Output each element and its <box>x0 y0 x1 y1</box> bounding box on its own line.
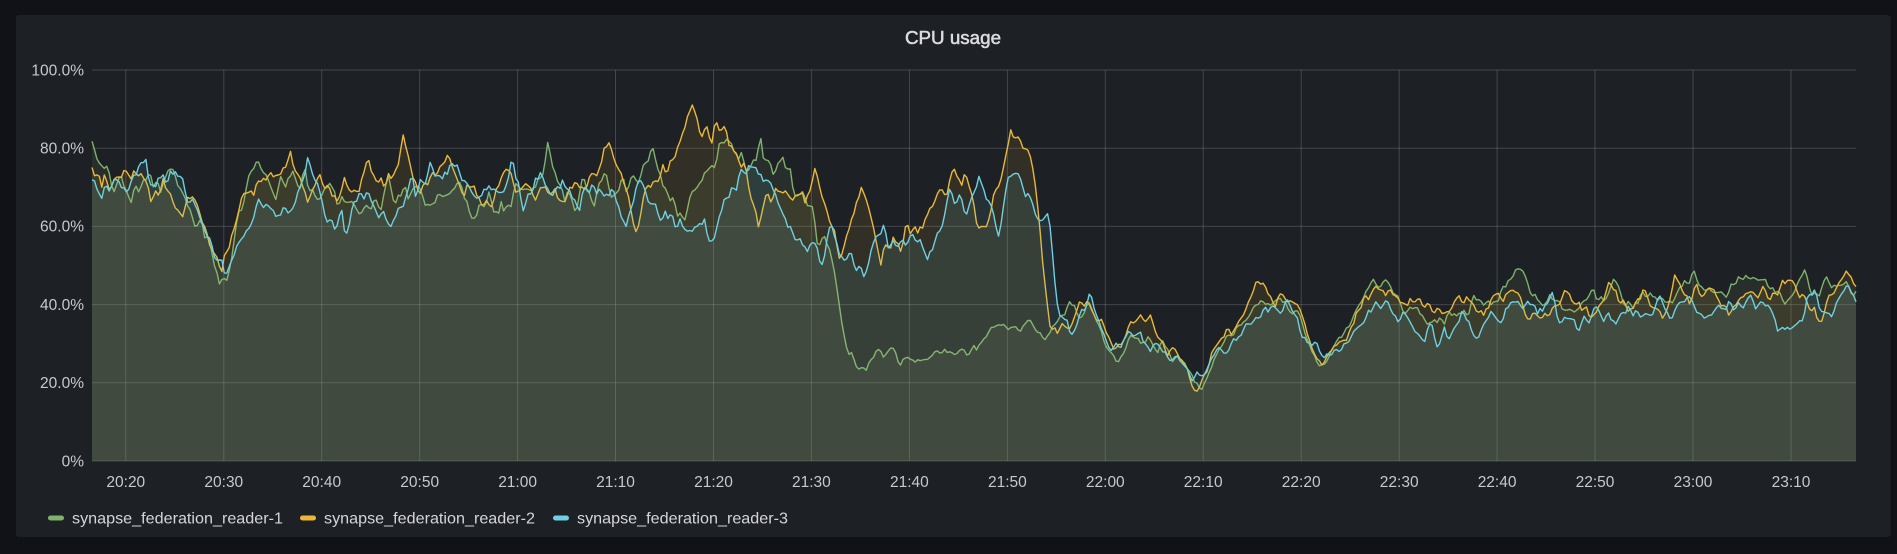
svg-text:synapse_federation_reader-2: synapse_federation_reader-2 <box>324 511 535 528</box>
svg-text:20.0%: 20.0% <box>40 375 84 392</box>
svg-text:22:50: 22:50 <box>1576 474 1615 491</box>
svg-text:100.0%: 100.0% <box>31 62 84 79</box>
svg-text:22:40: 22:40 <box>1478 474 1517 491</box>
svg-text:21:40: 21:40 <box>890 474 929 491</box>
svg-text:23:00: 23:00 <box>1674 474 1713 491</box>
svg-text:20:20: 20:20 <box>106 474 145 491</box>
svg-text:22:10: 22:10 <box>1184 474 1223 491</box>
svg-text:40.0%: 40.0% <box>40 297 84 314</box>
svg-text:22:00: 22:00 <box>1086 474 1125 491</box>
svg-text:80.0%: 80.0% <box>40 141 84 158</box>
svg-text:20:40: 20:40 <box>302 474 341 491</box>
svg-text:21:10: 21:10 <box>596 474 635 491</box>
svg-text:21:00: 21:00 <box>498 474 537 491</box>
svg-text:21:30: 21:30 <box>792 474 831 491</box>
svg-text:0%: 0% <box>62 453 85 470</box>
svg-text:22:30: 22:30 <box>1380 474 1419 491</box>
svg-text:60.0%: 60.0% <box>40 219 84 236</box>
svg-text:CPU usage: CPU usage <box>905 27 1001 48</box>
svg-text:20:50: 20:50 <box>400 474 439 491</box>
svg-text:23:10: 23:10 <box>1772 474 1811 491</box>
svg-text:21:20: 21:20 <box>694 474 733 491</box>
svg-text:synapse_federation_reader-1: synapse_federation_reader-1 <box>72 511 283 528</box>
svg-text:21:50: 21:50 <box>988 474 1027 491</box>
svg-text:20:30: 20:30 <box>204 474 243 491</box>
svg-text:22:20: 22:20 <box>1282 474 1321 491</box>
svg-text:synapse_federation_reader-3: synapse_federation_reader-3 <box>577 511 788 528</box>
